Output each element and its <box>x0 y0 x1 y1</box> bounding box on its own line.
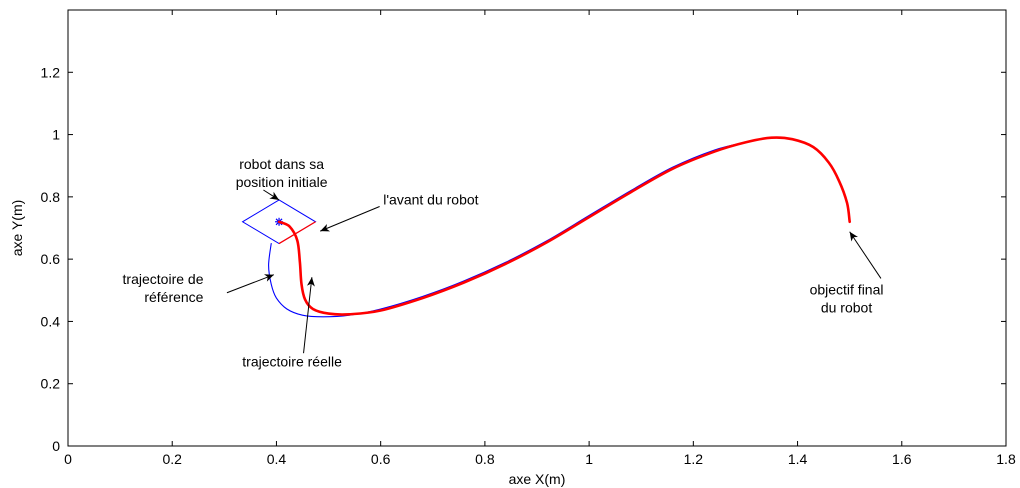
x-tick-label: 0.8 <box>475 451 495 467</box>
annotation-arrow <box>226 274 275 294</box>
y-tick-label: 0.8 <box>41 189 61 205</box>
annotation-arrow <box>849 231 882 279</box>
annotation-text: position initiale <box>236 174 328 190</box>
actual-trajectory-line <box>277 136 851 316</box>
y-axis-label: axe Y(m) <box>9 200 25 257</box>
x-tick-label: 0.2 <box>162 451 182 467</box>
annotation-text: référence <box>144 289 203 305</box>
x-tick-label: 1.8 <box>996 451 1016 467</box>
annotation-arrow <box>303 277 315 354</box>
y-tick-label: 1 <box>52 127 60 143</box>
x-tick-label: 1 <box>585 451 593 467</box>
annotation-arrow <box>263 189 280 201</box>
y-tick-label: 0.6 <box>41 251 61 267</box>
annotation-text: trajectoire de <box>123 271 204 287</box>
x-tick-label: 1.2 <box>684 451 704 467</box>
x-tick-label: 0.4 <box>267 451 287 467</box>
y-tick-label: 0 <box>52 438 60 454</box>
annotation-text: du robot <box>821 299 872 315</box>
annotation-arrow <box>320 206 380 232</box>
annotation-text: l'avant du robot <box>383 192 478 208</box>
x-axis-label: axe X(m) <box>509 471 566 487</box>
robot-front-edge <box>278 221 316 245</box>
annotation-text: objectif final <box>810 281 884 297</box>
x-tick-label: 1.6 <box>892 451 912 467</box>
annotation-text: trajectoire réelle <box>242 354 342 370</box>
x-tick-label: 0.6 <box>371 451 391 467</box>
y-tick-label: 0.4 <box>41 313 61 329</box>
y-tick-label: 1.2 <box>41 64 61 80</box>
x-tick-label: 0 <box>64 451 72 467</box>
plot-area <box>67 9 1007 447</box>
annotation-text: robot dans sa <box>239 156 324 172</box>
y-tick-label: 0.2 <box>41 376 61 392</box>
x-tick-label: 1.4 <box>788 451 808 467</box>
